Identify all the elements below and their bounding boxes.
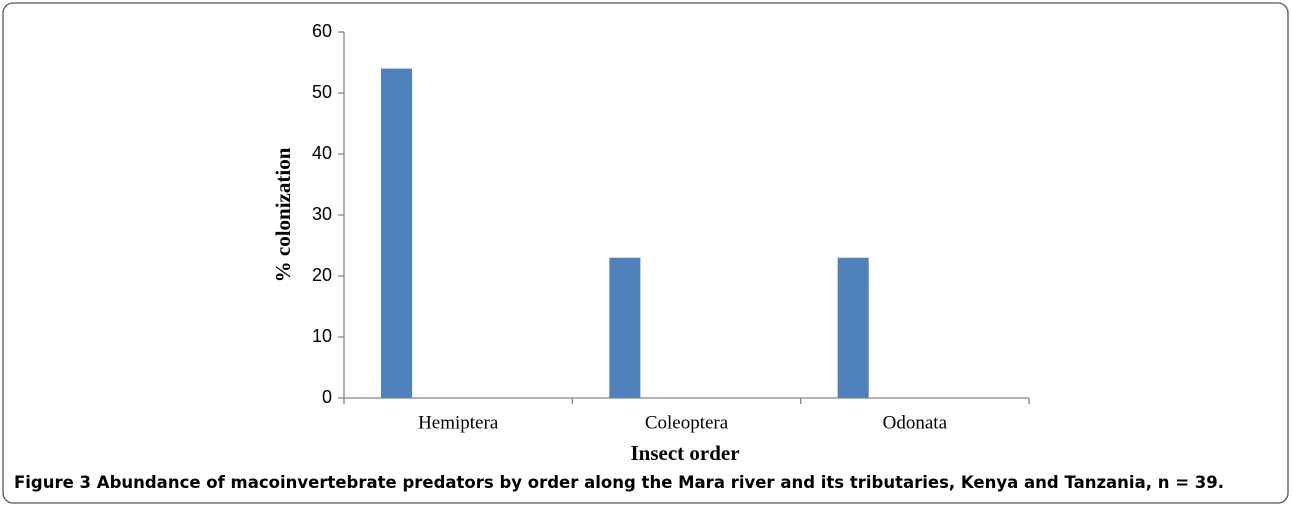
y-tick-label: 50 xyxy=(312,82,332,102)
caption: Figure 3 Abundance of macoinvertebrate p… xyxy=(14,473,1224,492)
x-tick-label: Odonata xyxy=(883,412,948,433)
x-axis-title: Insect order xyxy=(630,441,739,465)
bar xyxy=(380,68,413,398)
y-axis-title: % colonization xyxy=(271,147,295,282)
x-tick-label: Coleoptera xyxy=(645,412,729,433)
figure-label: Figure 3 xyxy=(14,473,91,492)
caption-text: Abundance of macoinvertebrate predators … xyxy=(97,473,1224,492)
y-tick-label: 0 xyxy=(322,387,332,407)
y-tick-label: 40 xyxy=(312,143,332,163)
y-tick-label: 20 xyxy=(312,265,332,285)
bar xyxy=(609,257,641,398)
x-tick-label: Hemiptera xyxy=(418,412,499,433)
bar xyxy=(837,257,869,398)
y-tick-label: 10 xyxy=(312,326,332,346)
y-tick-label: 60 xyxy=(312,21,332,41)
y-tick-label: 30 xyxy=(312,204,332,224)
